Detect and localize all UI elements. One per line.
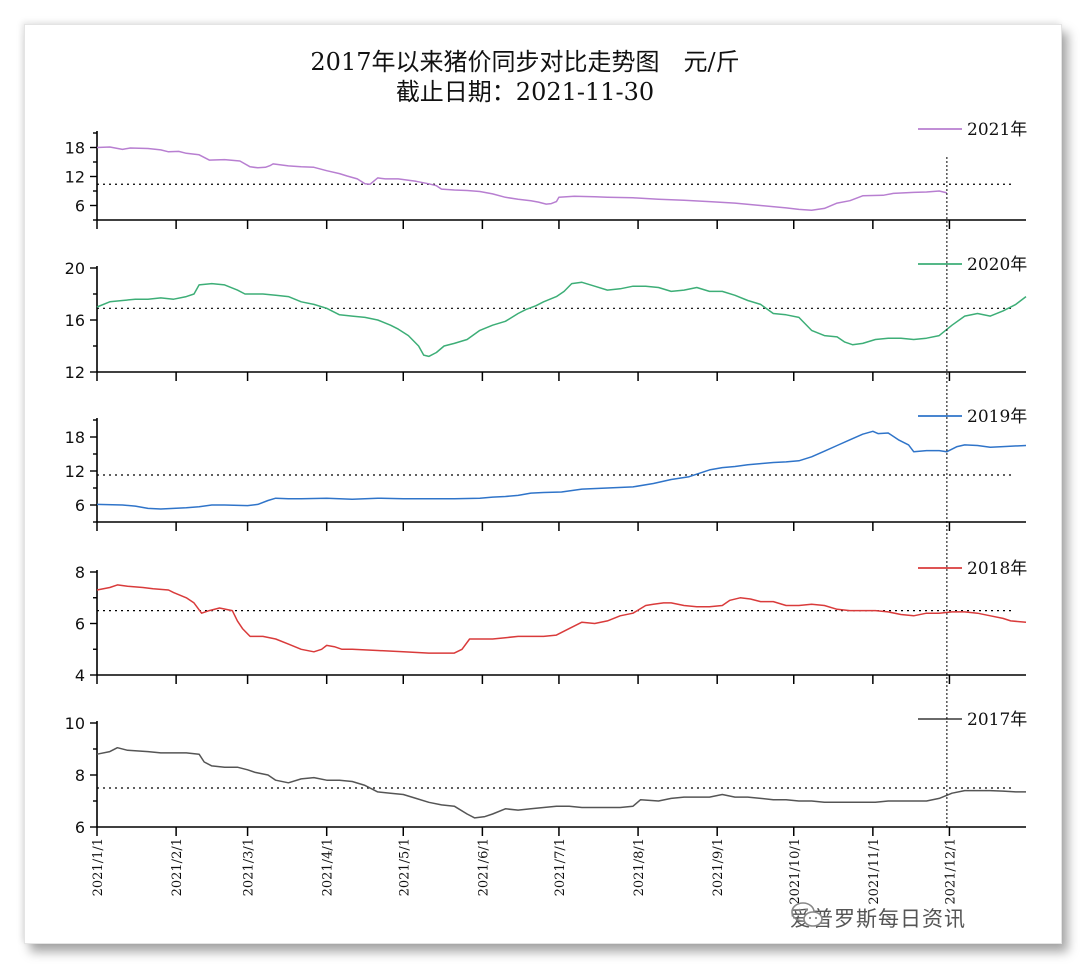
legend-label: 2021年	[967, 120, 1027, 140]
x-tick-label: 2021/1/1	[91, 838, 106, 896]
series-line	[96, 430, 1027, 510]
y-tick-label: 12	[65, 363, 85, 382]
y-tick-label: 12	[65, 168, 85, 187]
x-tick-label: 2021/9/1	[711, 838, 726, 896]
x-axis-labels: 2021/1/1 2021/2/1 2021/3/1 2021/4/1 2021/5/1…	[91, 838, 958, 905]
panel-1: 12 16 20 2020年	[65, 255, 1028, 382]
panel-4: 6 8 10 2017年	[65, 710, 1028, 837]
y-tick-label: 20	[65, 259, 85, 278]
series-line	[96, 584, 1027, 654]
watermark: 爱普罗斯每日资讯	[790, 900, 966, 936]
y-tick-label: 6	[75, 615, 85, 634]
y-tick-label: 10	[65, 714, 85, 733]
chart-title: 2017年以来猪价同步对比走势图 元/斤	[310, 48, 739, 76]
x-tick-label: 2021/4/1	[321, 838, 336, 896]
panel-0: 6 12 18 2021年	[65, 120, 1027, 229]
x-tick-label: 2021/3/1	[242, 838, 257, 896]
y-tick-label: 6	[75, 818, 85, 837]
x-tick-label: 2021/10/1	[788, 838, 803, 905]
x-tick-label: 2021/12/1	[943, 838, 958, 905]
y-tick-label: 6	[75, 496, 85, 515]
y-tick-label: 12	[65, 462, 85, 481]
chart-frame	[24, 24, 1062, 944]
x-tick-label: 2021/7/1	[553, 838, 568, 896]
chart-subtitle: 截止日期：2021-11-30	[396, 78, 654, 106]
y-tick-label: 8	[75, 563, 85, 582]
panel-2: 6 12 18 2019年	[65, 407, 1027, 531]
y-tick-label: 4	[75, 666, 85, 685]
series-line	[96, 746, 1026, 819]
legend-label: 2019年	[967, 407, 1027, 427]
y-tick-label: 18	[65, 139, 85, 158]
x-tick-label: 2021/11/1	[867, 838, 882, 905]
y-tick-label: 18	[65, 428, 85, 447]
wechat-icon	[791, 902, 823, 927]
legend-label: 2017年	[967, 710, 1027, 730]
y-tick-label: 8	[75, 766, 85, 785]
x-tick-label: 2021/8/1	[632, 838, 647, 896]
x-tick-label: 2021/2/1	[170, 838, 185, 896]
panel-3: 4 6 8 2018年	[75, 559, 1027, 685]
x-tick-label: 2021/5/1	[397, 838, 412, 896]
chart-panels: 6 12 18 2021年 12 16 20 2020年 6 12 18 2019年 4 6 8 2018年 6…	[65, 120, 1028, 837]
series-line	[96, 146, 948, 212]
x-tick-label: 2021/6/1	[476, 838, 491, 896]
legend-label: 2018年	[967, 559, 1027, 579]
y-tick-label: 6	[75, 197, 85, 216]
series-line	[96, 281, 1027, 358]
y-tick-label: 16	[65, 311, 85, 330]
legend-label: 2020年	[967, 255, 1027, 275]
